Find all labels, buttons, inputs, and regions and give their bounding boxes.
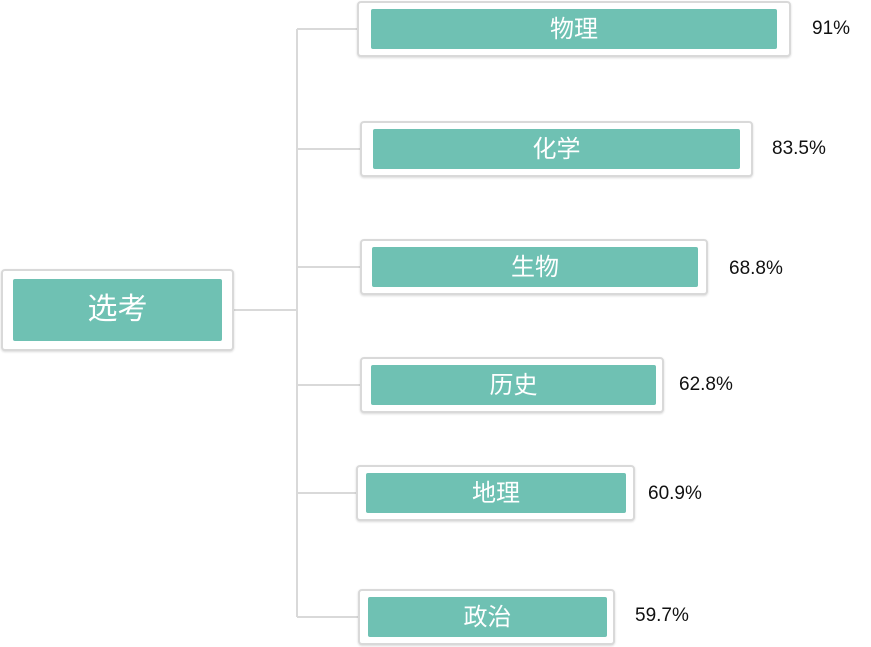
root-node: 选考 <box>1 269 234 351</box>
subject-percent: 91% <box>812 18 851 39</box>
subject-node-history: 历史 <box>360 357 664 413</box>
root-label: 选考 <box>87 292 148 327</box>
subject-node-physics: 物理 <box>357 1 791 57</box>
subject-label: 历史 <box>489 371 538 399</box>
subject-label: 物理 <box>550 15 598 43</box>
root-bar: 选考 <box>13 279 222 341</box>
subject-bar: 生物 <box>372 247 698 287</box>
subject-bar: 物理 <box>371 9 777 49</box>
subject-percent: 59.7% <box>635 605 689 626</box>
subject-node-geography: 地理 <box>356 465 635 521</box>
subject-label: 生物 <box>511 253 559 281</box>
subject-bar: 政治 <box>368 597 607 637</box>
subject-percent: 60.9% <box>648 483 702 504</box>
subject-node-politics: 政治 <box>358 589 615 645</box>
subject-label: 地理 <box>472 479 520 507</box>
subject-node-biology: 生物 <box>360 239 708 295</box>
subject-label: 化学 <box>532 135 581 163</box>
subject-bar: 历史 <box>371 365 656 405</box>
subject-node-chemistry: 化学 <box>360 121 753 177</box>
subject-bar: 化学 <box>373 129 740 169</box>
subject-percent: 83.5% <box>772 138 826 159</box>
subject-percent: 62.8% <box>679 374 733 395</box>
subject-label: 政治 <box>463 603 512 631</box>
subject-percent: 68.8% <box>729 258 783 279</box>
subject-bar: 地理 <box>366 473 626 513</box>
